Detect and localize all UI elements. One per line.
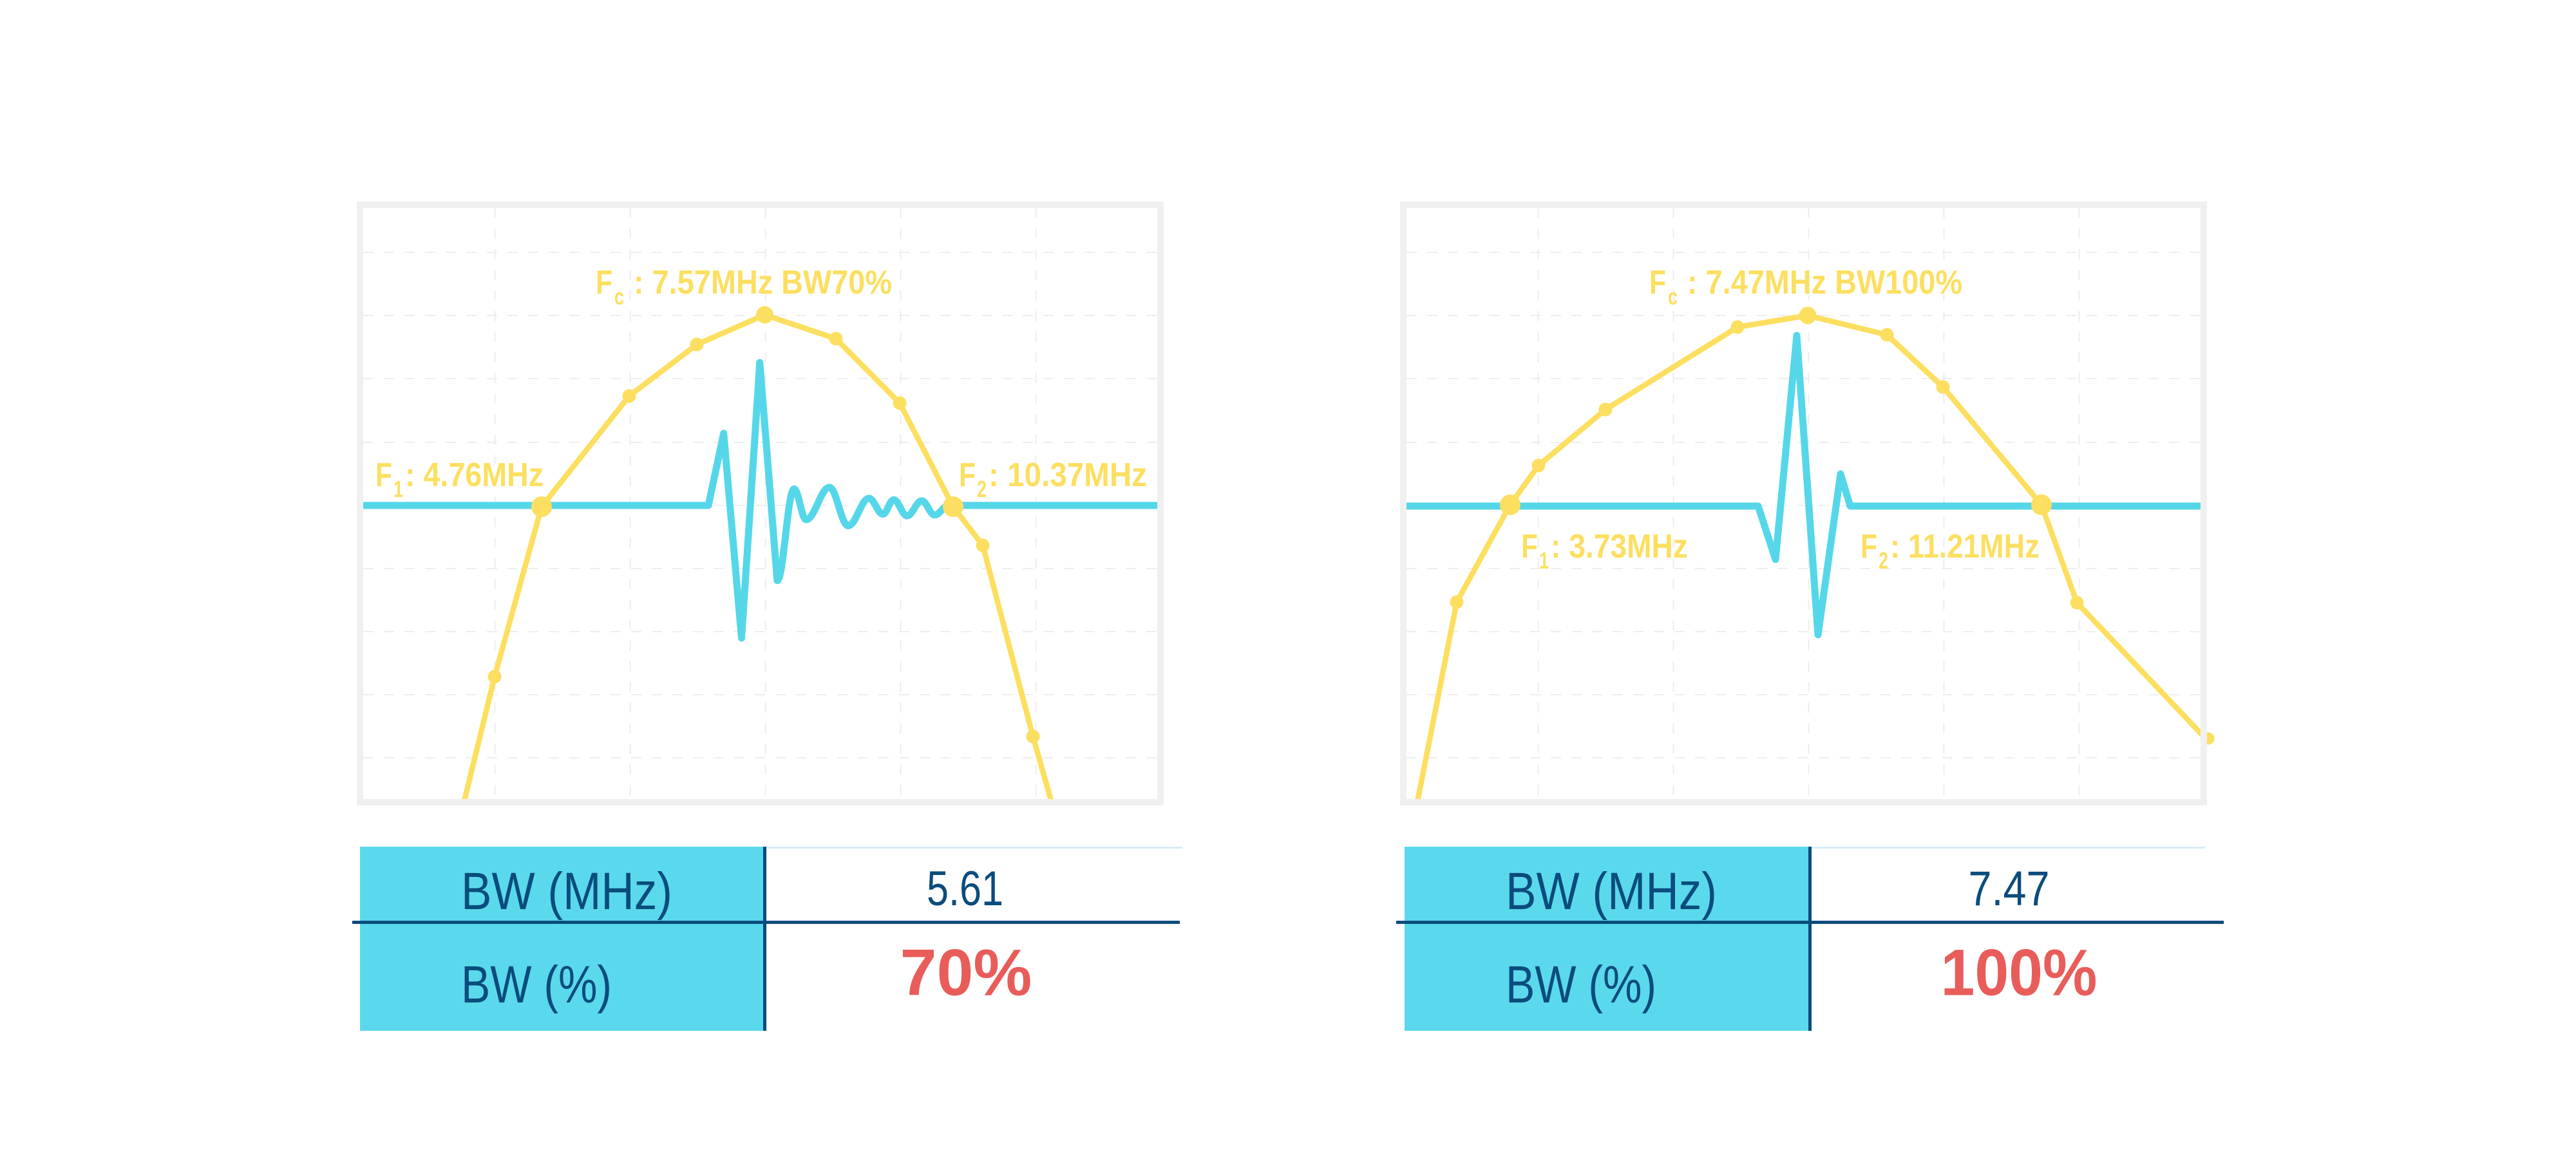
svg-text:F: F <box>1521 528 1538 565</box>
svg-text:: 4.76MHz: : 4.76MHz <box>405 456 544 494</box>
svg-text:: 7.57MHz BW70%: : 7.57MHz BW70% <box>634 264 892 301</box>
svg-text:2: 2 <box>977 476 987 502</box>
svg-text:BW (MHz): BW (MHz) <box>1506 862 1717 921</box>
svg-text:: 3.73MHz: : 3.73MHz <box>1551 528 1688 565</box>
svg-text:100%: 100% <box>1941 936 2098 1010</box>
svg-text:70%: 70% <box>900 936 1032 1010</box>
svg-text:c: c <box>614 283 624 310</box>
svg-text:c: c <box>1668 283 1678 310</box>
svg-text:1: 1 <box>1539 547 1549 574</box>
svg-text:F: F <box>375 456 392 494</box>
svg-text:: 11.21MHz: : 11.21MHz <box>1890 528 2040 565</box>
svg-text:F: F <box>596 264 612 301</box>
svg-text:BW (%): BW (%) <box>1506 955 1656 1014</box>
svg-text:F: F <box>959 456 976 494</box>
svg-text:BW (%): BW (%) <box>461 955 612 1014</box>
svg-text:7.47: 7.47 <box>1969 861 2050 916</box>
svg-text:1: 1 <box>393 476 403 502</box>
svg-text:: 7.47MHz BW100%: : 7.47MHz BW100% <box>1687 264 1962 301</box>
svg-text:2: 2 <box>1879 547 1888 574</box>
svg-text:: 10.37MHz: : 10.37MHz <box>989 456 1147 494</box>
svg-text:F: F <box>1861 528 1877 565</box>
svg-text:BW (MHz): BW (MHz) <box>461 862 672 921</box>
svg-text:5.61: 5.61 <box>927 861 1003 916</box>
svg-text:F: F <box>1649 264 1666 301</box>
